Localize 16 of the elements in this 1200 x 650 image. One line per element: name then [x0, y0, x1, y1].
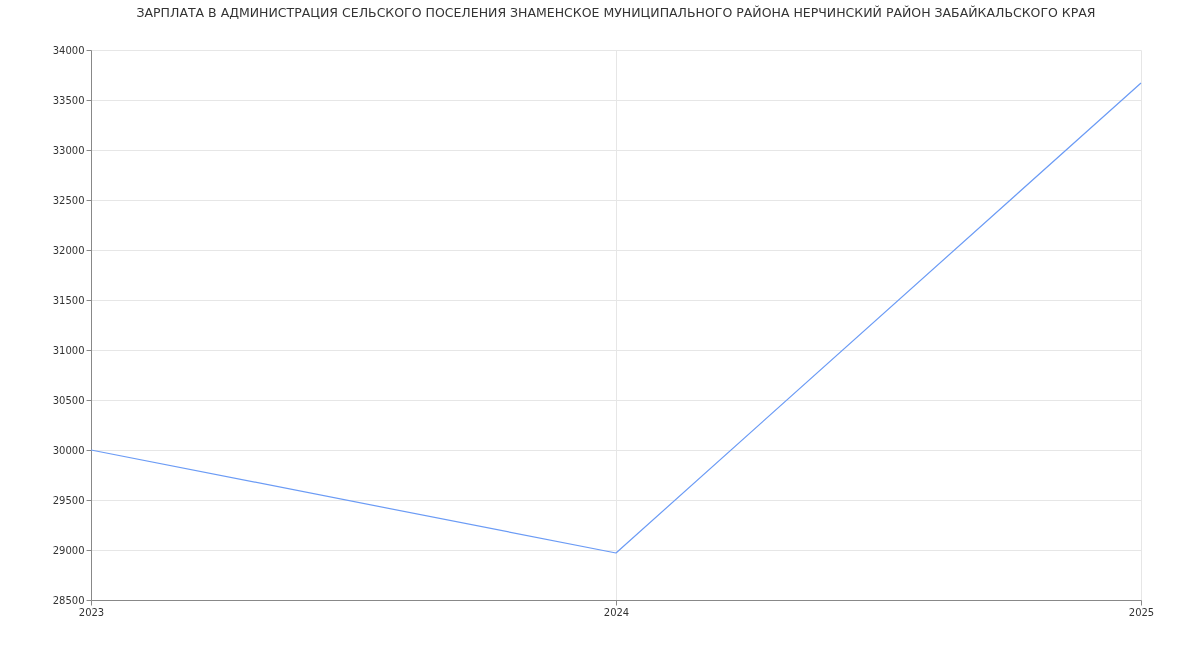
y-tick-label: 32000: [52, 244, 85, 256]
y-tick-label: 29500: [52, 494, 85, 506]
x-tick-label: 2025: [1128, 606, 1155, 618]
x-tick-label: 2023: [78, 606, 105, 618]
x-tick-label: 2024: [603, 606, 630, 618]
y-tick-label: 30500: [52, 394, 85, 406]
y-tick-label: 33000: [52, 144, 85, 156]
y-tick-label: 34000: [52, 44, 85, 56]
y-tick-label: 31500: [52, 294, 85, 306]
y-tick-label: 33500: [52, 94, 85, 106]
y-tick-label: 31000: [52, 344, 85, 356]
y-tick-label: 30000: [52, 444, 85, 456]
y-tick-label: 28500: [52, 594, 85, 606]
chart-title: ЗАРПЛАТА В АДМИНИСТРАЦИЯ СЕЛЬСКОГО ПОСЕЛЕНИЯ ЗНАМЕНСКОЕ МУНИЦИПАЛЬНОГО РАЙОНА НЕРЧИНСКИЙ РАЙОН ЗАБАЙКАЛЬСКОГО КРАЯ: [136, 4, 1096, 20]
y-tick-label: 32500: [52, 194, 85, 206]
y-tick-label: 29000: [52, 544, 85, 556]
